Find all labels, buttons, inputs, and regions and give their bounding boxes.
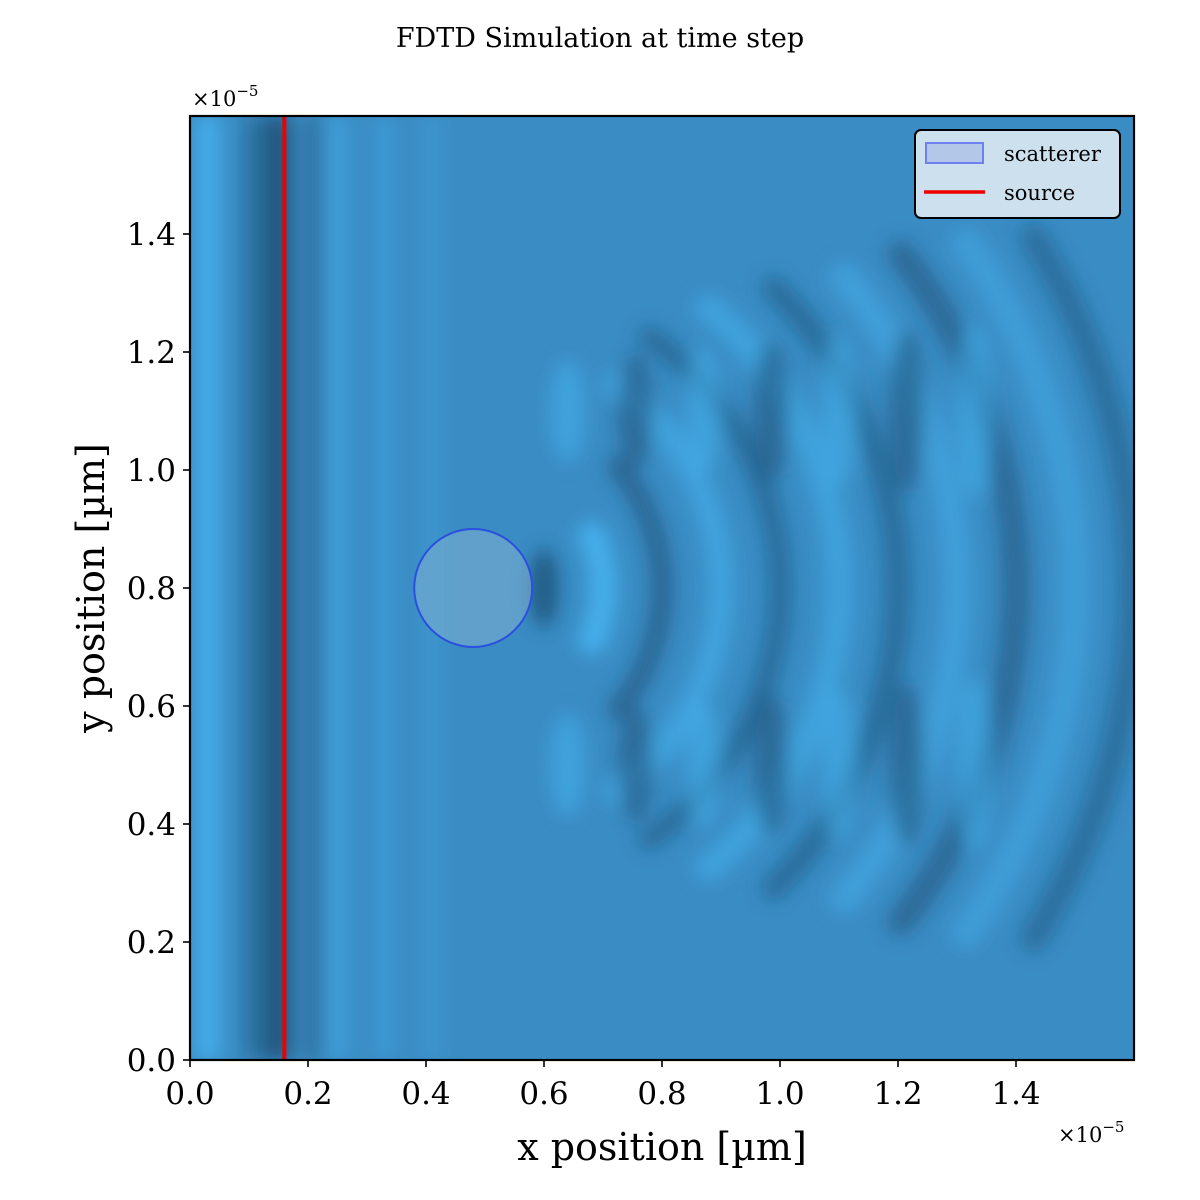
interference-lobe [685,347,722,475]
scattered-wave-arc [606,455,673,721]
field-band-dark [306,116,321,1060]
interference-lobe [549,713,586,817]
interference-lobe [956,677,993,853]
interference-lobe [956,323,993,499]
scattered-wave-arc [886,239,1030,937]
interference-lobe [888,329,925,493]
field-band-bright [374,116,395,1060]
interference-lobe [753,341,790,481]
interference-lobe [821,335,857,487]
y-tick-label: 0.8 [127,571,176,607]
scatterer-circle[interactable] [413,528,534,648]
y-tick-label: 0.4 [127,807,176,843]
x-tick-label: 0.2 [283,1076,332,1112]
y-tick-label: 0.6 [127,689,176,725]
y-tick-label: 1.2 [127,335,176,371]
plot-area [190,116,1134,1060]
x-tick-label: 0.8 [637,1076,686,1112]
field-band-bright [194,116,221,1060]
x-axis-ticks: 0.0 0.2 0.4 0.6 0.8 1.0 1.2 1.4 [165,1060,1041,1112]
field-band-dark [245,116,264,1060]
field-band-dark [265,116,292,1060]
x-tick-label: 1.4 [991,1076,1040,1112]
legend-scatterer-patch [925,142,984,164]
wave-field [194,116,1134,1060]
shadow-region [530,548,558,628]
chart-title: FDTD Simulation at time step [396,23,804,54]
interference-lobe [549,359,586,463]
scattered-wave-arc [602,372,734,804]
y-axis-ticks: 0.0 0.2 0.4 0.6 0.8 1.0 1.2 1.4 [127,217,190,1079]
y-tick-label: 1.4 [127,217,176,253]
interference-lobe [753,695,790,835]
scattered-wave-arc [577,521,617,655]
field-band-bright [326,116,349,1060]
y-axis-multiplier: ×10−5 [192,82,258,111]
legend-source-label: source [1004,181,1075,205]
interference-lobe [821,689,857,841]
interference-lobe [685,701,722,829]
y-axis-label: y position [µm] [69,443,113,734]
legend: scatterer source [914,129,1121,219]
legend-scatterer-label: scatterer [1004,142,1102,166]
x-tick-label: 1.2 [873,1076,922,1112]
y-tick-label: 0.2 [127,925,176,961]
interference-lobe [617,707,654,823]
x-tick-label: 0.4 [401,1076,450,1112]
x-axis-label: x position [µm] [517,1125,807,1169]
x-tick-label: 0.6 [519,1076,568,1112]
y-tick-label: 0.0 [127,1043,176,1079]
x-tick-label: 0.0 [165,1076,214,1112]
interference-lobe [888,683,925,847]
interference-lobe [617,353,654,469]
x-tick-label: 1.0 [755,1076,804,1112]
x-axis-multiplier: ×10−5 [1058,1118,1124,1147]
scattered-wave-arc [951,227,1090,949]
y-tick-label: 1.0 [127,453,176,489]
